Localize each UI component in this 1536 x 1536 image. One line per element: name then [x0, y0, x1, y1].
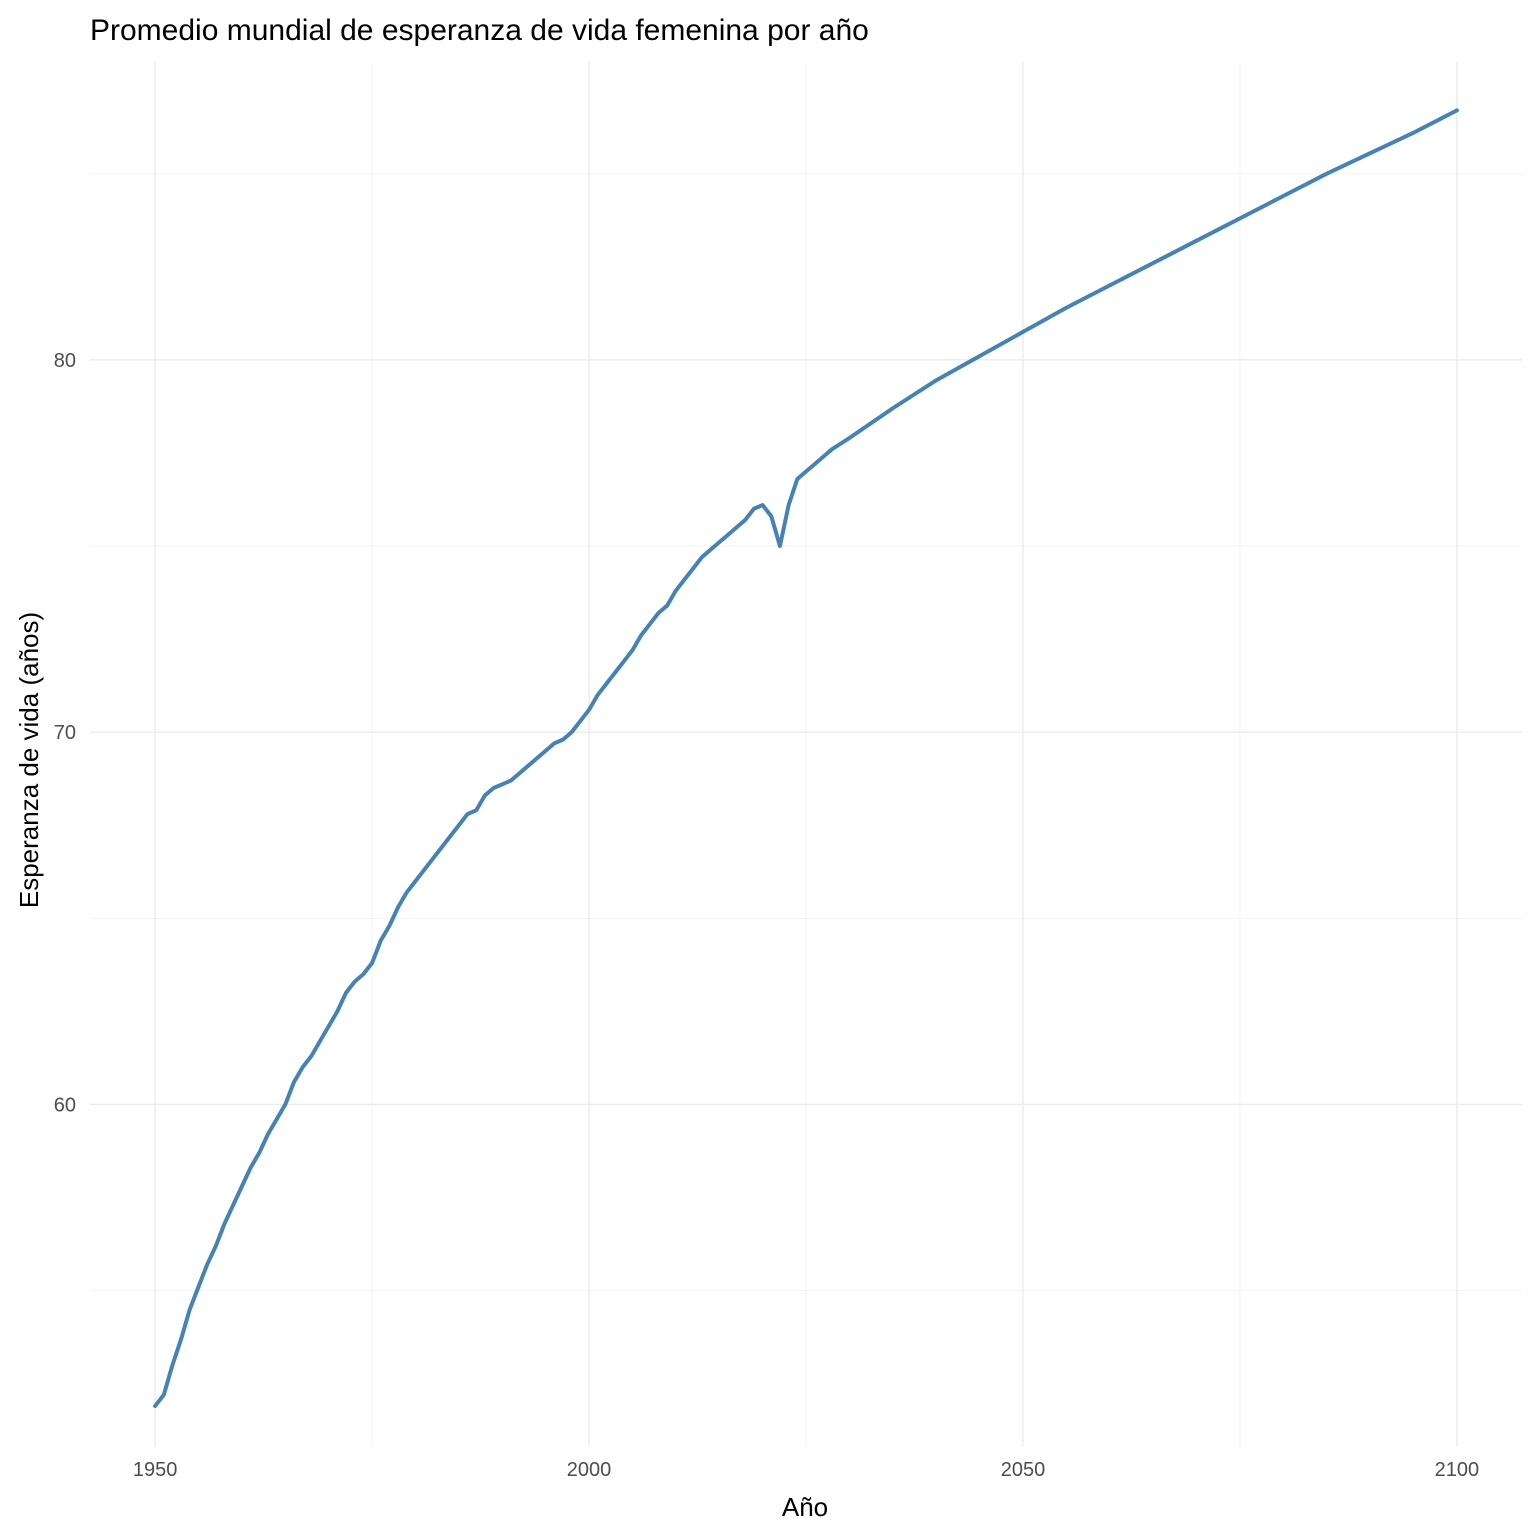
- y-tick-label: 80: [54, 350, 76, 372]
- x-axis-ticks: 1950 2000 2050 2100: [133, 1459, 1479, 1481]
- series-line: [153, 108, 1459, 1409]
- y-tick-label: 70: [54, 722, 76, 744]
- x-tick-label: 1950: [133, 1459, 178, 1481]
- y-axis-title: Esperanza de vida (años): [14, 612, 44, 908]
- y-tick-label: 60: [54, 1094, 76, 1116]
- y-axis-ticks: 60 70 80: [54, 350, 76, 1117]
- x-tick-label: 2000: [567, 1459, 612, 1481]
- x-axis-title: Año: [782, 1492, 828, 1522]
- x-tick-label: 2050: [1001, 1459, 1046, 1481]
- x-tick-label: 2100: [1435, 1459, 1480, 1481]
- grid: [90, 62, 1522, 1447]
- chart-title: Promedio mundial de esperanza de vida fe…: [90, 14, 869, 47]
